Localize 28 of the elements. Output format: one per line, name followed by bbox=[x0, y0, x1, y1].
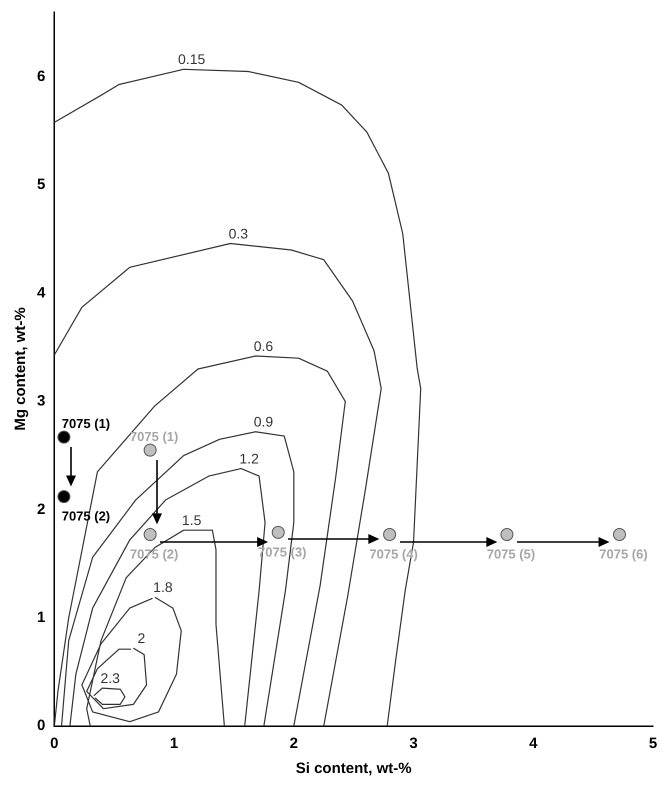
series-label: 1.8 bbox=[153, 579, 173, 596]
series-label: 0.3 bbox=[228, 225, 248, 242]
y-axis-title: Mg content, wt-% bbox=[12, 307, 30, 431]
series-label: 0.9 bbox=[254, 414, 274, 430]
x-axis-title: Si content, wt-% bbox=[296, 760, 412, 778]
x-tick-label: 2 bbox=[290, 735, 298, 752]
x-tick-label: 4 bbox=[529, 735, 538, 752]
x-tick-label: 3 bbox=[409, 735, 418, 752]
series-label: 1.5 bbox=[182, 512, 202, 528]
data-label: 7075 (5) bbox=[486, 546, 536, 562]
y-tick-label: 3 bbox=[37, 392, 46, 410]
y-tick-label: 4 bbox=[37, 284, 46, 302]
y-tick-label: 6 bbox=[37, 68, 46, 86]
data-label: 7075 (1) bbox=[130, 429, 178, 444]
data-label: 7075 (1) bbox=[62, 416, 110, 432]
series-label: 2 bbox=[137, 630, 146, 646]
x-tick-label: 5 bbox=[648, 735, 658, 752]
series-label: 0.15 bbox=[178, 51, 206, 68]
series-label: 0.6 bbox=[254, 338, 274, 354]
y-tick-label: 0 bbox=[37, 717, 46, 734]
x-tick-label: 1 bbox=[170, 735, 178, 752]
y-tick-label: 1 bbox=[37, 608, 46, 626]
series-label: 1.2 bbox=[239, 450, 260, 466]
x-tick-label: 0 bbox=[50, 735, 59, 752]
y-tick-label: 5 bbox=[37, 176, 46, 194]
data-label: 7075 (6) bbox=[599, 546, 648, 562]
series-label: 2.3 bbox=[100, 670, 120, 686]
y-tick-label: 2 bbox=[37, 500, 46, 518]
